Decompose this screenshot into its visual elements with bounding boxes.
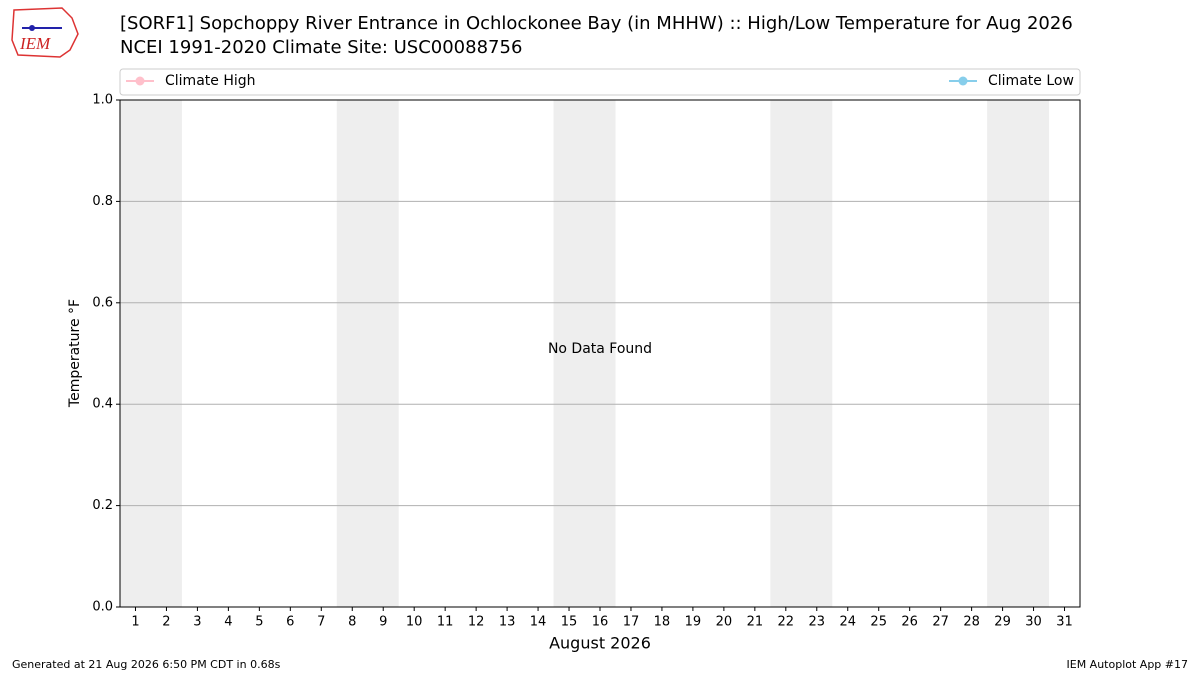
x-tick-label: 15 bbox=[561, 615, 578, 630]
chart-title: [SORF1] Sopchoppy River Entrance in Ochl… bbox=[120, 13, 1073, 34]
plot-frame bbox=[119, 99, 1081, 608]
y-axis-label: Temperature °F bbox=[67, 299, 83, 408]
x-tick-label: 6 bbox=[286, 615, 294, 630]
y-tick-label: 0.8 bbox=[92, 194, 113, 209]
y-tick-label: 0.0 bbox=[92, 600, 113, 615]
x-tick-label: 28 bbox=[963, 615, 980, 630]
shaded-band bbox=[336, 100, 399, 607]
y-tick-label: 0.2 bbox=[92, 498, 113, 513]
x-tick-label: 3 bbox=[193, 615, 201, 630]
chart-subtitle: NCEI 1991-2020 Climate Site: USC00088756 bbox=[120, 37, 522, 58]
footer-left: Generated at 21 Aug 2026 6:50 PM CDT in … bbox=[12, 658, 281, 671]
shaded-band bbox=[553, 100, 616, 607]
x-tick-label: 24 bbox=[839, 615, 856, 630]
y-tick-label: 0.6 bbox=[92, 295, 113, 310]
x-tick-label: 29 bbox=[994, 615, 1011, 630]
x-tick-label: 13 bbox=[499, 615, 516, 630]
footer-right: IEM Autoplot App #17 bbox=[1067, 658, 1189, 671]
x-tick-label: 12 bbox=[468, 615, 485, 630]
shaded-band bbox=[770, 100, 833, 607]
x-tick-label: 9 bbox=[379, 615, 387, 630]
shaded-band bbox=[987, 100, 1050, 607]
logo-text: IEM bbox=[19, 34, 51, 53]
x-tick-label: 10 bbox=[406, 615, 423, 630]
annotation: No Data Found bbox=[548, 341, 652, 357]
x-tick-label: 26 bbox=[901, 615, 918, 630]
x-tick-label: 14 bbox=[530, 615, 547, 630]
x-tick-label: 21 bbox=[747, 615, 764, 630]
legend-label: Climate High bbox=[165, 73, 256, 89]
x-tick-label: 27 bbox=[932, 615, 949, 630]
shaded-band bbox=[120, 100, 182, 607]
logo: IEM bbox=[11, 7, 79, 58]
x-tick-label: 30 bbox=[1025, 615, 1042, 630]
logo-outline bbox=[11, 7, 79, 58]
x-tick-label: 31 bbox=[1056, 615, 1073, 630]
x-tick-label: 7 bbox=[317, 615, 325, 630]
x-axis-label: August 2026 bbox=[549, 634, 651, 653]
logo-dot bbox=[29, 25, 35, 31]
x-tick-label: 20 bbox=[716, 615, 733, 630]
y-tick-label: 1.0 bbox=[92, 93, 113, 108]
x-tick-label: 11 bbox=[437, 615, 454, 630]
x-tick-label: 25 bbox=[870, 615, 887, 630]
x-tick-label: 5 bbox=[255, 615, 263, 630]
x-tick-label: 22 bbox=[778, 615, 795, 630]
x-tick-label: 17 bbox=[623, 615, 640, 630]
legend-box bbox=[119, 68, 1081, 96]
legend-label: Climate Low bbox=[988, 73, 1074, 89]
y-tick-label: 0.4 bbox=[92, 397, 113, 412]
x-tick-label: 16 bbox=[592, 615, 609, 630]
x-tick-label: 23 bbox=[809, 615, 826, 630]
x-tick-label: 2 bbox=[162, 615, 170, 630]
x-tick-label: 19 bbox=[685, 615, 702, 630]
x-tick-label: 8 bbox=[348, 615, 356, 630]
x-tick-label: 18 bbox=[654, 615, 671, 630]
x-tick-label: 4 bbox=[224, 615, 232, 630]
x-tick-label: 1 bbox=[131, 615, 139, 630]
legend-marker bbox=[135, 76, 145, 86]
legend-marker bbox=[958, 76, 968, 86]
